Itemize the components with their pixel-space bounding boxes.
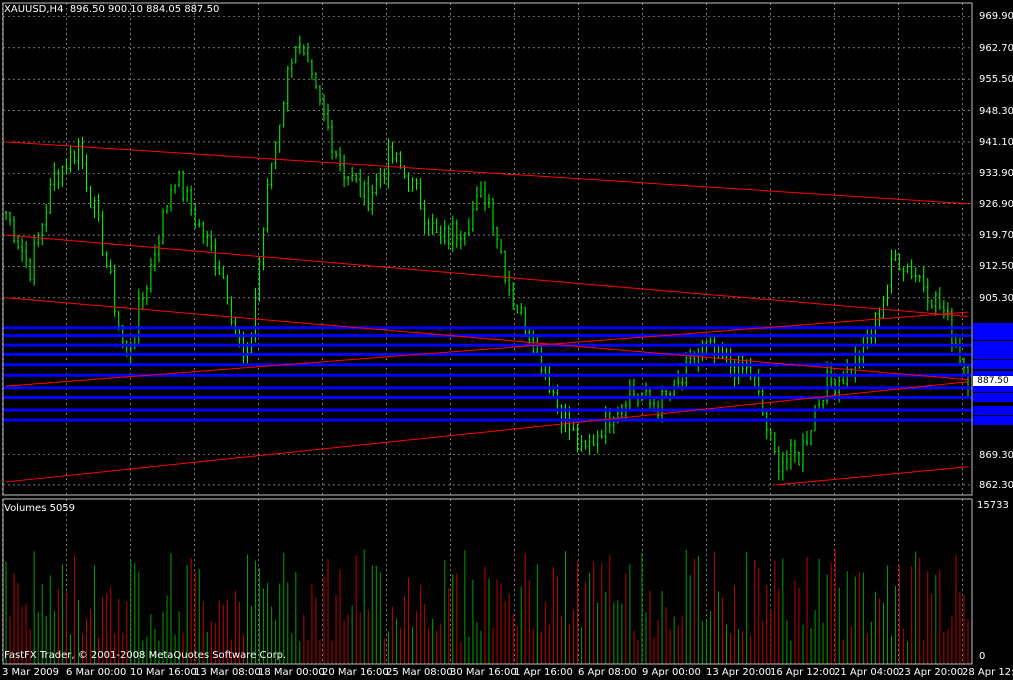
volume-max-label: 15733 <box>977 500 1009 511</box>
date-tick-label: 25 Mar 08:00 <box>386 667 453 678</box>
trendline <box>5 297 969 381</box>
copyright-text: FastFX Trader, © 2001-2008 MetaQuotes So… <box>4 650 287 661</box>
level-price-box <box>973 383 1013 393</box>
trendline <box>5 234 969 317</box>
date-tick-label: 1 Apr 16:00 <box>514 667 573 678</box>
level-price-box <box>973 349 1013 359</box>
trendline <box>5 311 969 387</box>
price-tick-label: 862.30 <box>979 479 1013 491</box>
price-tick-label: 926.90 <box>979 198 1013 210</box>
date-tick-label: 13 Mar 08:00 <box>194 667 261 678</box>
date-tick-label: 10 Mar 16:00 <box>130 667 197 678</box>
price-tick-label: 969.90 <box>979 11 1013 23</box>
date-tick-label: 20 Mar 16:00 <box>322 667 389 678</box>
support-resistance-level <box>3 334 972 338</box>
price-tick-label: 905.30 <box>979 292 1013 304</box>
date-tick-label: 13 Apr 20:00 <box>706 667 772 678</box>
level-price-box <box>973 370 1013 380</box>
date-tick-label: 6 Mar 00:00 <box>66 667 127 678</box>
trendline <box>5 141 969 205</box>
level-price-box <box>973 340 1013 350</box>
support-resistance-level <box>3 343 972 347</box>
price-panel-frame <box>2 2 973 496</box>
price-tick-label: 912.50 <box>979 261 1013 273</box>
symbol-info: XAUUSD,H4 896.50 900.10 884.05 887.50 <box>4 4 219 15</box>
trendline <box>775 466 969 486</box>
date-tick-label: 3 Mar 2009 <box>2 667 60 678</box>
level-price-box <box>973 405 1013 415</box>
price-tick-label: 941.10 <box>979 136 1013 148</box>
trendline <box>5 381 969 483</box>
symbol-label: XAUUSD,H4 <box>4 4 64 15</box>
support-resistance-level <box>3 326 972 330</box>
price-tick-label: 933.90 <box>979 168 1013 180</box>
support-resistance-level <box>3 418 972 422</box>
date-tick-label: 23 Apr 20:00 <box>898 667 964 678</box>
date-tick-label: 21 Apr 04:00 <box>834 667 900 678</box>
price-tick-label: 948.30 <box>979 105 1013 117</box>
current-price-label: 887.50 <box>973 376 1013 386</box>
support-resistance-level <box>3 373 972 377</box>
support-resistance-level <box>3 386 972 390</box>
level-price-box <box>973 323 1013 333</box>
level-price-box <box>973 331 1013 341</box>
volume-title: Volumes 5059 <box>4 503 76 514</box>
date-tick-label: 18 Mar 00:00 <box>258 667 325 678</box>
level-price-box <box>973 392 1013 402</box>
date-tick-label: 9 Apr 00:00 <box>642 667 701 678</box>
date-tick-label: 28 Apr 12:00 <box>962 667 1013 678</box>
support-resistance-level <box>3 363 972 367</box>
support-resistance-level <box>3 352 972 356</box>
volume-panel-frame <box>2 498 973 665</box>
volume-zero-label: 0 <box>979 651 986 662</box>
date-tick-label: 16 Apr 12:00 <box>770 667 836 678</box>
support-resistance-level <box>3 395 972 399</box>
price-tick-label: 962.70 <box>979 42 1013 54</box>
price-tick-label: 919.70 <box>979 230 1013 242</box>
level-price-box <box>973 415 1013 425</box>
price-tick-label: 869.30 <box>979 449 1013 461</box>
level-price-box <box>973 360 1013 370</box>
support-resistance-level <box>3 408 972 412</box>
date-tick-label: 30 Mar 16:00 <box>450 667 517 678</box>
price-tick-label: 955.50 <box>979 74 1013 86</box>
date-tick-label: 6 Apr 08:00 <box>578 667 637 678</box>
ohlc-values: 896.50 900.10 884.05 887.50 <box>69 4 220 15</box>
